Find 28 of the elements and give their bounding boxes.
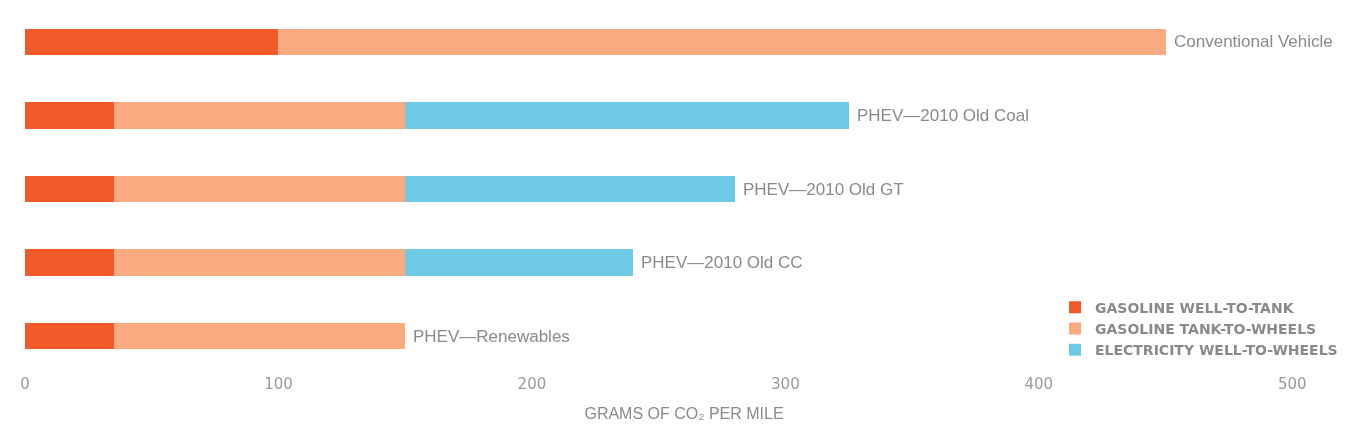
x-tick-label: 0 (20, 375, 30, 393)
bar (113, 102, 406, 129)
bar (405, 102, 849, 129)
x-tick-label: 500 (1277, 375, 1307, 393)
bar (25, 322, 114, 350)
y-tick-label: PHEV—Renewables (413, 327, 570, 346)
bar (25, 102, 114, 129)
x-axis-title: GRAMS OF CO₂ PER MILE (584, 404, 784, 422)
y-tick-label: Conventional Vehicle (1174, 32, 1333, 51)
bar (25, 175, 114, 203)
legend-label: ELECTRICITY WELL-TO-WHEELS (1095, 342, 1338, 359)
y-tick-label: PHEV—2010 Old GT (743, 180, 904, 199)
x-tick-label: 200 (517, 375, 547, 393)
x-tick-label: 100 (264, 375, 293, 393)
x-tick-label: 300 (771, 375, 800, 393)
y-tick-label: PHEV—2010 Old Coal (857, 106, 1029, 125)
y-tick-label: PHEV—2010 Old CC (641, 253, 803, 272)
legend-label: GASOLINE TANK-TO-WHEELS (1095, 320, 1317, 337)
bar (405, 175, 735, 203)
bar (25, 249, 114, 276)
bar (405, 249, 634, 276)
x-tick-label: 400 (1024, 375, 1054, 393)
bar (113, 322, 406, 350)
bar (113, 175, 406, 203)
legend-label: GASOLINE WELL-TO-TANK (1095, 299, 1295, 316)
bar (278, 28, 1166, 56)
bar (25, 28, 279, 56)
bar (113, 249, 406, 276)
